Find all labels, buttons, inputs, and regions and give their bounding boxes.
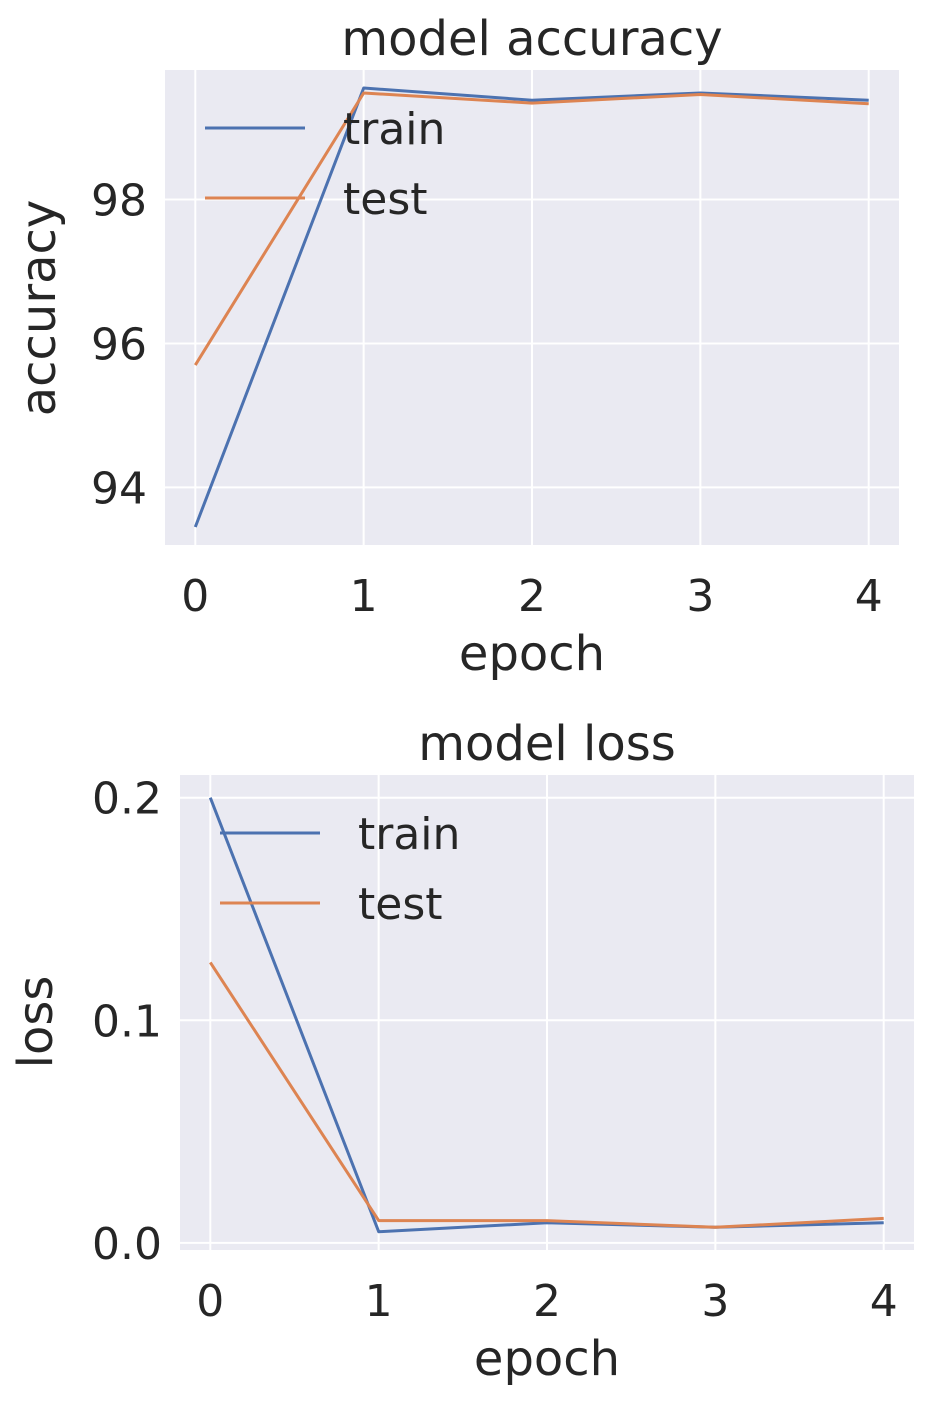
accuracy-x-tick-label: 0	[181, 571, 209, 622]
accuracy-x-tick-label: 3	[686, 571, 714, 622]
accuracy-x-tick-label: 2	[518, 571, 546, 622]
accuracy-y-tick-label: 96	[91, 319, 147, 370]
loss-chart: 0 1 2 3 4 0.0 0.1 0.2 train test model loss epo…	[8, 716, 914, 1387]
loss-legend-train-label: train	[358, 809, 460, 860]
accuracy-series-lines	[193, 86, 869, 528]
accuracy-y-tick-label: 94	[91, 463, 147, 514]
accuracy-gridlines	[165, 70, 899, 545]
loss-x-tick-label: 4	[870, 1276, 898, 1327]
loss-x-tick-label: 1	[365, 1276, 393, 1327]
loss-test-line	[209, 961, 884, 1229]
accuracy-x-ticks: 0 1 2 3 4	[181, 571, 882, 622]
accuracy-legend: train test	[205, 104, 445, 225]
loss-legend-test-label: test	[358, 879, 443, 930]
loss-x-tick-label: 2	[533, 1276, 561, 1327]
loss-y-tick-label: 0.1	[92, 996, 162, 1047]
accuracy-x-tick-label: 1	[350, 571, 378, 622]
accuracy-legend-train-label: train	[343, 104, 445, 155]
accuracy-y-axis-label: accuracy	[11, 200, 67, 417]
loss-y-axis-label: loss	[8, 976, 64, 1069]
loss-x-axis-label: epoch	[474, 1331, 620, 1387]
accuracy-x-axis-label: epoch	[459, 626, 605, 682]
loss-y-tick-label: 0.2	[92, 774, 162, 825]
loss-gridlines	[180, 775, 914, 1250]
accuracy-test-line	[194, 91, 869, 366]
loss-x-tick-label: 0	[196, 1276, 224, 1327]
loss-y-tick-label: 0.0	[92, 1219, 162, 1270]
accuracy-y-tick-label: 98	[91, 176, 147, 227]
accuracy-legend-test-label: test	[343, 174, 428, 225]
loss-y-ticks: 0.0 0.1 0.2	[92, 774, 162, 1270]
accuracy-x-tick-label: 4	[855, 571, 883, 622]
loss-legend: train test	[220, 809, 460, 930]
accuracy-title: model accuracy	[341, 11, 722, 67]
loss-title: model loss	[418, 716, 675, 772]
accuracy-y-ticks: 94 96 98	[91, 176, 147, 515]
loss-x-ticks: 0 1 2 3 4	[196, 1276, 897, 1327]
accuracy-train-line	[193, 86, 869, 528]
accuracy-chart: 0 1 2 3 4 94 96 98 train test model accuracy ep…	[11, 11, 899, 682]
loss-x-tick-label: 3	[701, 1276, 729, 1327]
loss-series-lines	[208, 797, 884, 1234]
